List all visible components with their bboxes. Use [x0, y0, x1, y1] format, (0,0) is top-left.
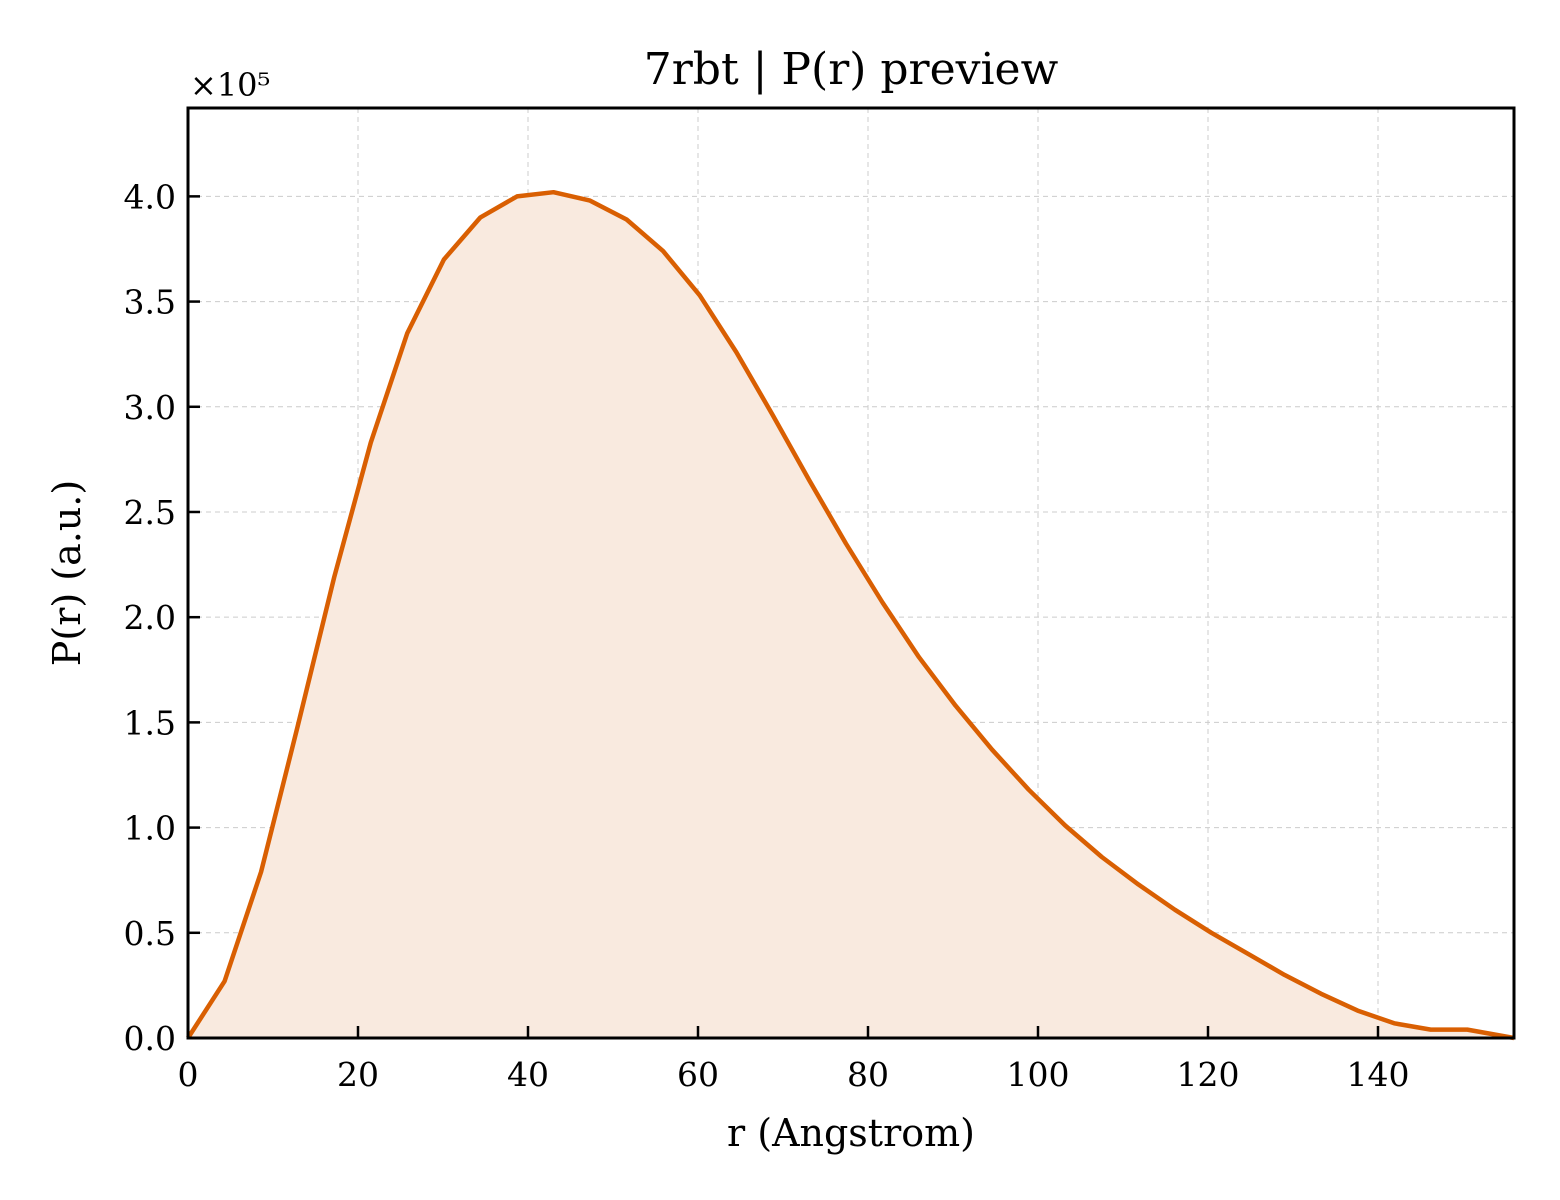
y-tick-label: 3.0 — [124, 388, 176, 427]
y-tick-label: 0.0 — [124, 1019, 176, 1058]
y-tick-label: 4.0 — [124, 177, 176, 216]
y-tick-label: 2.5 — [124, 493, 176, 532]
y-tick-label: 3.5 — [124, 283, 176, 322]
y-tick-label: 2.0 — [124, 598, 176, 637]
x-tick-label: 20 — [337, 1055, 379, 1094]
y-axis-offset-label: ×10⁵ — [190, 66, 270, 104]
x-tick-label: 0 — [178, 1055, 199, 1094]
x-tick-label: 140 — [1347, 1055, 1410, 1094]
x-axis-ticks: 0 20 40 60 80 100 120 140 — [178, 1026, 1410, 1094]
x-tick-label: 40 — [507, 1055, 549, 1094]
y-tick-label: 1.5 — [124, 703, 176, 742]
y-axis-ticks: 0.0 0.5 1.0 1.5 2.0 2.5 3.0 3.5 4.0 — [124, 177, 200, 1058]
x-tick-label: 60 — [677, 1055, 719, 1094]
x-axis-label: r (Angstrom) — [727, 1111, 975, 1155]
pr-area-fill — [188, 192, 1514, 1038]
x-tick-label: 100 — [1007, 1055, 1070, 1094]
y-tick-label: 0.5 — [124, 914, 176, 953]
plot-frame — [186, 106, 1516, 1040]
chart-title: 7rbt | P(r) preview — [644, 44, 1059, 95]
x-tick-label: 120 — [1177, 1055, 1240, 1094]
y-tick-label: 1.0 — [124, 809, 176, 848]
y-axis-label: P(r) (a.u.) — [45, 480, 89, 666]
x-tick-label: 80 — [847, 1055, 889, 1094]
pr-series-line — [186, 189, 1515, 1041]
